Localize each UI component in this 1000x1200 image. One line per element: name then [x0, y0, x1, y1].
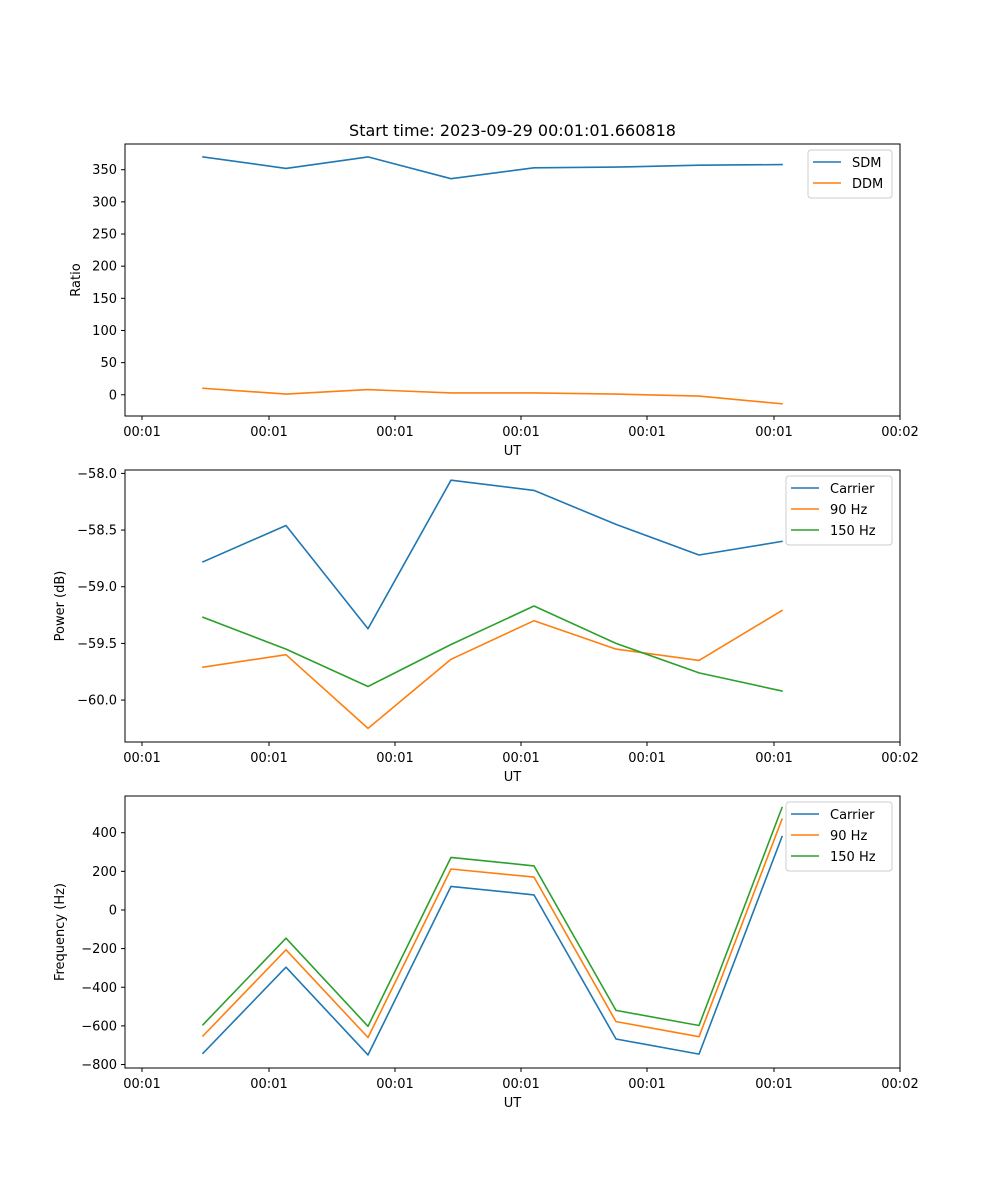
axes-frame	[124, 469, 901, 743]
series-line-carrier	[201, 835, 784, 1056]
y-tick-label: −59.0	[77, 580, 117, 595]
y-axis-label: Frequency (Hz)	[53, 883, 68, 981]
legend: Carrier 90 Hz 150 Hz	[785, 475, 893, 546]
legend-entry: 90 Hz	[830, 503, 867, 518]
y-axis-label: Ratio	[69, 263, 84, 296]
series-line-sdm	[202, 155, 783, 180]
x-tick-label: 00:01	[502, 1077, 539, 1092]
x-tick-label: 00:01	[628, 1077, 665, 1092]
legend-entry: Carrier	[830, 808, 875, 823]
y-tick-label: 150	[92, 292, 117, 307]
y-axis-label: Power (dB)	[53, 571, 68, 642]
x-tick-label: 00:01	[123, 425, 160, 440]
x-tick-label: 00:02	[881, 1077, 918, 1092]
x-tick-label: 00:01	[755, 425, 792, 440]
y-tick-label: 0	[109, 388, 117, 403]
legend-box	[785, 475, 893, 546]
series-line-90-hz	[201, 818, 784, 1039]
legend: Carrier 90 Hz 150 Hz	[785, 801, 893, 872]
x-tick-label: 00:02	[881, 425, 918, 440]
chart-2: 00:01 00:01 00:01 00:01 00:01 00:01 00:02 −60.0…	[53, 467, 919, 785]
y-tick-label: 350	[92, 163, 117, 178]
y-tick-label: 50	[100, 356, 117, 371]
x-tick-label: 00:01	[628, 425, 665, 440]
x-tick-label: 00:01	[755, 1077, 792, 1092]
chart-3: 00:01 00:01 00:01 00:01 00:01 00:01 00:02 −800 −…	[53, 795, 919, 1111]
y-tick-label: 0	[109, 903, 117, 918]
legend: SDM DDM	[807, 149, 893, 199]
y-tick-label: 100	[92, 324, 117, 339]
y-tick-label: −400	[81, 981, 117, 996]
series-line-90-hz	[202, 609, 784, 730]
axes-frame	[124, 795, 901, 1069]
x-axis-label: UT	[504, 770, 522, 785]
series-line-carrier	[201, 479, 783, 630]
y-tick-label: 300	[92, 195, 117, 210]
legend-entry: Carrier	[830, 482, 875, 497]
x-tick-label: 00:01	[502, 425, 539, 440]
figure-title: Start time: 2023-09-29 00:01:01.660818	[349, 121, 676, 140]
x-tick-label: 00:01	[376, 751, 413, 766]
y-tick-label: −200	[81, 942, 117, 957]
legend-box	[785, 801, 893, 872]
charts: 00:01 00:01 00:01 00:01 00:01 00:01 00:02 0 50 10…	[53, 143, 919, 1111]
legend-entry: SDM	[852, 156, 881, 171]
x-axis-label: UT	[504, 1096, 522, 1111]
x-tick-label: 00:01	[123, 1077, 160, 1092]
series-line-ddm	[202, 387, 783, 405]
series-line-150-hz	[201, 605, 783, 692]
legend-entry: DDM	[852, 177, 883, 192]
y-tick-label: −800	[81, 1058, 117, 1073]
axes-frame	[124, 143, 901, 417]
y-tick-label: −60.0	[77, 694, 117, 709]
x-tick-label: 00:01	[755, 751, 792, 766]
x-tick-label: 00:01	[250, 1077, 287, 1092]
legend-entry: 150 Hz	[830, 850, 876, 865]
y-tick-label: 400	[92, 826, 117, 841]
y-tick-label: −59.5	[77, 637, 117, 652]
x-tick-label: 00:01	[502, 751, 539, 766]
x-tick-label: 00:01	[250, 425, 287, 440]
y-tick-label: −58.5	[77, 524, 117, 539]
x-tick-label: 00:01	[250, 751, 287, 766]
legend-entry: 150 Hz	[830, 524, 876, 539]
x-tick-label: 00:01	[123, 751, 160, 766]
x-tick-label: 00:02	[881, 751, 918, 766]
y-tick-label: 200	[92, 260, 117, 275]
x-tick-label: 00:01	[628, 751, 665, 766]
y-tick-label: −600	[81, 1019, 117, 1034]
y-tick-label: 200	[92, 865, 117, 880]
x-tick-label: 00:01	[376, 425, 413, 440]
x-tick-label: 00:01	[376, 1077, 413, 1092]
y-tick-label: −58.0	[77, 467, 117, 482]
chart-1: 00:01 00:01 00:01 00:01 00:01 00:01 00:02 0 50 10…	[69, 143, 919, 459]
legend-entry: 90 Hz	[830, 829, 867, 844]
x-axis-label: UT	[504, 444, 522, 459]
series-line-150-hz	[201, 806, 784, 1028]
y-tick-label: 250	[92, 228, 117, 243]
